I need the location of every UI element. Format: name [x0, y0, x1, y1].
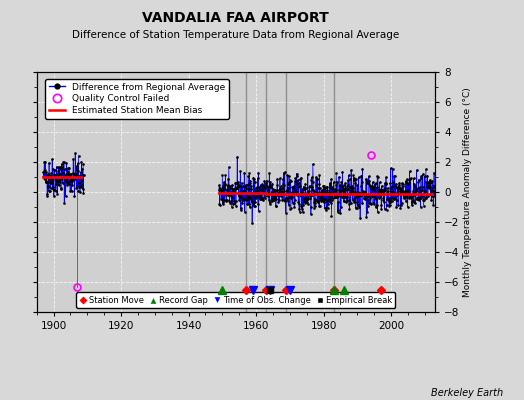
Text: Berkeley Earth: Berkeley Earth [431, 388, 503, 398]
Text: Difference of Station Temperature Data from Regional Average: Difference of Station Temperature Data f… [72, 30, 399, 40]
Text: VANDALIA FAA AIRPORT: VANDALIA FAA AIRPORT [143, 11, 329, 25]
Y-axis label: Monthly Temperature Anomaly Difference (°C): Monthly Temperature Anomaly Difference (… [464, 87, 473, 297]
Legend: Station Move, Record Gap, Time of Obs. Change, Empirical Break: Station Move, Record Gap, Time of Obs. C… [77, 292, 395, 308]
